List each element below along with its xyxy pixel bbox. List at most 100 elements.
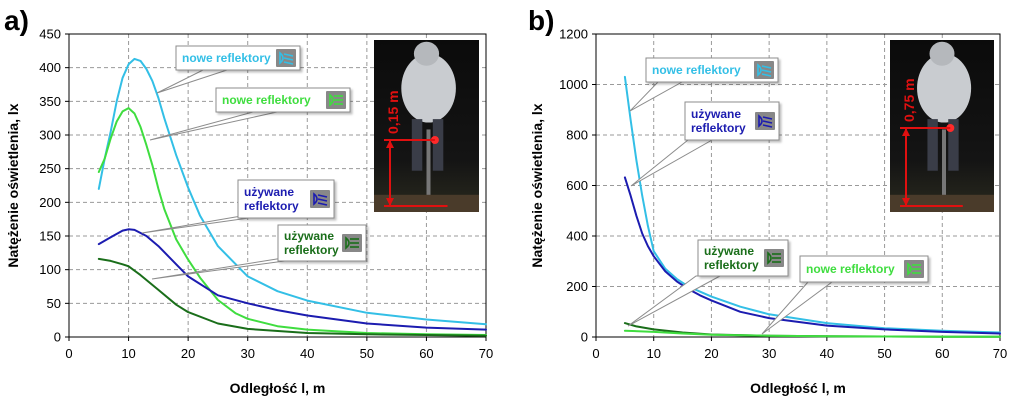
x-tick-label: 10: [121, 346, 135, 361]
x-tick-label: 60: [935, 346, 949, 361]
callout-pointer: [630, 139, 714, 187]
y-tick-label: 0: [54, 330, 61, 345]
y-axis-title: Natężenie oświetlenia, lx: [5, 103, 21, 267]
x-tick-label: 30: [240, 346, 254, 361]
y-axis-title: Natężenie oświetlenia, lx: [529, 103, 545, 267]
y-tick-label: 150: [39, 229, 61, 244]
x-tick-label: 30: [762, 346, 776, 361]
callout-label: reflektory: [704, 258, 759, 272]
series-callout: nowe reflektory: [761, 255, 929, 335]
x-tick-label: 50: [877, 346, 891, 361]
callout-label: używane: [244, 185, 294, 199]
callout-label: używane: [691, 107, 741, 121]
plot-area-frame: [68, 33, 487, 338]
series-line-4: [97, 257, 487, 337]
lamp-shape: [757, 63, 762, 77]
series-line-4: [623, 329, 1001, 338]
height-label: 0,75 m: [901, 78, 917, 122]
callout-label: używane: [284, 229, 334, 243]
x-tick-label: 60: [419, 346, 433, 361]
callout-label: reflektory: [691, 121, 746, 135]
dipped-beam-icon: [276, 49, 296, 67]
rider-hood: [413, 41, 440, 66]
height-arrow-down: [386, 198, 394, 206]
callout-pointer: [149, 111, 278, 141]
lamp-shape: [279, 51, 284, 65]
rider-jacket: [917, 53, 972, 123]
rider-leg: [411, 119, 423, 171]
x-tick-label: 40: [820, 346, 834, 361]
main-beam-icon: [904, 260, 924, 278]
beam-ray: [317, 202, 328, 206]
beam-ray: [761, 69, 772, 73]
y-tick-label: 100: [39, 262, 61, 277]
ground-boards: [374, 194, 479, 212]
lamp-shape: [345, 236, 350, 250]
bicycle-wheel: [426, 129, 431, 199]
beam-ray: [762, 120, 773, 124]
callout-label: reflektory: [284, 243, 339, 257]
x-axis-title: Odległość l, m: [750, 380, 846, 396]
panel-label: b): [528, 5, 554, 36]
height-label: 0,15 m: [385, 90, 401, 134]
chart-panel-a: a) 0 10 20 30 40 50 60 70 0 50 100 150 200 250 300 350 40…: [4, 5, 493, 396]
series-line-2: [97, 107, 487, 336]
panel-label: a): [4, 5, 29, 36]
dipped-beam-icon: [755, 112, 775, 130]
dipped-beam-icon: [754, 61, 774, 79]
beam-ray: [283, 57, 294, 61]
callout-pointer: [627, 275, 721, 327]
cyclist-photo: 0,15 m: [374, 40, 479, 212]
lamp-shape: [767, 251, 772, 265]
beam-ray: [317, 198, 328, 202]
series-line-1: [97, 57, 487, 326]
y-tick-label: 300: [39, 128, 61, 143]
height-arrow-up: [386, 140, 394, 148]
chart-panel-b: b) 0 10 20 30 40 50 60 70 0 200 400 600 800 1000 1200 Od…: [528, 5, 1007, 396]
x-tick-label: 40: [300, 346, 314, 361]
ground-boards: [890, 194, 994, 212]
rider-hood: [929, 41, 955, 66]
main-beam-icon: [764, 249, 784, 267]
y-tick-label: 250: [39, 161, 61, 176]
dipped-beam-icon: [310, 190, 330, 208]
y-tick-label: 1200: [559, 27, 588, 42]
beam-ray: [283, 53, 294, 57]
y-tick-label: 200: [39, 195, 61, 210]
x-tick-label: 20: [181, 346, 195, 361]
beam-ray: [761, 73, 772, 77]
callout-label: nowe reflektory: [222, 93, 311, 107]
y-tick-label: 450: [39, 27, 61, 42]
lamp-shape: [313, 192, 318, 206]
x-tick-label: 0: [65, 346, 72, 361]
x-tick-label: 10: [646, 346, 660, 361]
beam-ray: [762, 124, 773, 128]
beam-ray: [283, 61, 294, 65]
y-tick-label: 200: [566, 279, 588, 294]
lamp-shape: [907, 262, 912, 276]
y-tick-label: 800: [566, 128, 588, 143]
rider-leg: [432, 119, 444, 171]
series-callout: nowe reflektory: [156, 45, 301, 94]
y-tick-label: 350: [39, 94, 61, 109]
main-beam-icon: [342, 234, 362, 252]
y-tick-label: 50: [47, 296, 61, 311]
height-arrow-down: [902, 198, 910, 206]
height-arrow-up: [902, 128, 910, 136]
x-tick-label: 0: [592, 346, 599, 361]
series-line-3: [97, 228, 487, 331]
cyclist-photo: 0,75 m: [890, 40, 994, 212]
x-tick-label: 70: [993, 346, 1007, 361]
y-tick-label: 600: [566, 178, 588, 193]
y-tick-label: 400: [566, 229, 588, 244]
x-tick-label: 70: [479, 346, 493, 361]
callout-label: nowe reflektory: [182, 51, 271, 65]
rider-leg: [948, 119, 959, 171]
beam-ray: [761, 65, 772, 69]
callout-pointer: [761, 281, 834, 335]
series-callout: nowe reflektory: [149, 87, 351, 141]
